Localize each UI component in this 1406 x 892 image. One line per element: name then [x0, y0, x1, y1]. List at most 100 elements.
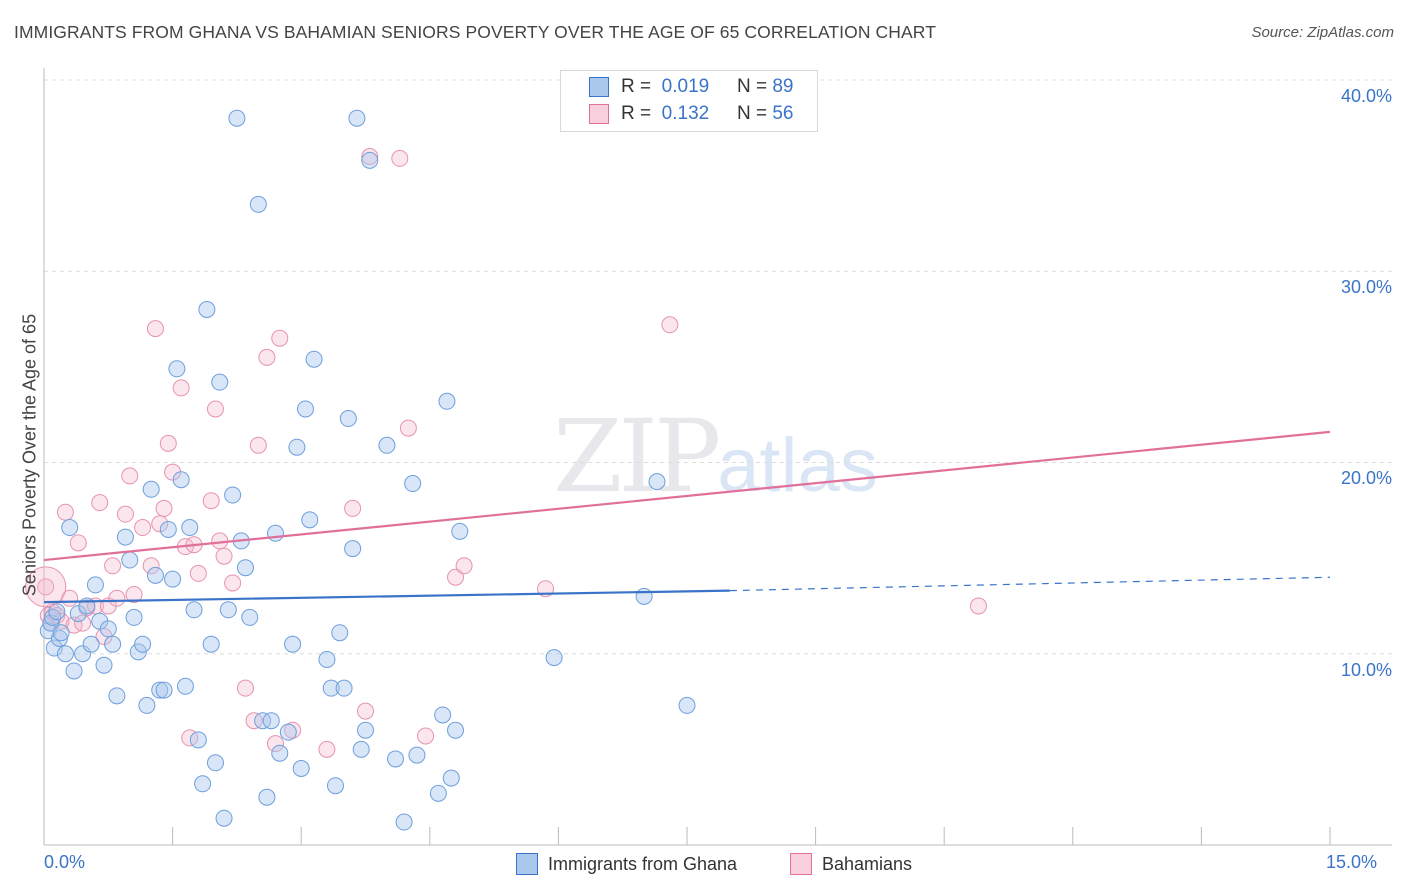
ghana-point [202, 635, 220, 653]
ghana-point [164, 570, 182, 588]
bottom-legend-ghana: Immigrants from Ghana [516, 851, 737, 877]
ghana-point [155, 681, 173, 699]
legend-n-label: N = [736, 76, 768, 97]
legend-r-value: 0.132 [661, 103, 710, 124]
bottom-legend-swatch-blue [516, 853, 538, 875]
y-axis-label: Seniors Poverty Over the Age of 65 [19, 313, 40, 597]
bottom-legend-bahamians: Bahamians [790, 851, 912, 877]
ghana-point [305, 350, 323, 368]
ghana-point [266, 524, 284, 542]
ghana-point [429, 784, 447, 802]
ghana-point [292, 760, 310, 777]
x-tick-label-min: 0.0% [44, 852, 86, 872]
bahamians-point [236, 679, 254, 697]
ghana-point [361, 151, 379, 169]
ghana-point [159, 520, 177, 538]
ghana-point [249, 195, 267, 213]
bahamians-point [344, 499, 362, 517]
bahamians-trend-line [43, 430, 1331, 562]
ghana-point [648, 473, 666, 491]
ghana-point [301, 511, 319, 529]
bahamians-point [357, 702, 374, 720]
ghana-point [146, 566, 164, 584]
bottom-legend-swatch-pink [790, 853, 812, 875]
ghana-point [129, 643, 147, 661]
ghana-point [284, 635, 302, 653]
ghana-point [258, 788, 276, 806]
ghana-point [352, 740, 370, 758]
ghana-point [168, 360, 186, 378]
ghana-point [172, 471, 190, 489]
bahamians-point [91, 494, 109, 512]
bahamians-point [121, 467, 139, 485]
legend-n-value: 89 [772, 76, 794, 97]
legend-n-value: 56 [772, 103, 794, 124]
bahamians-point [142, 557, 160, 575]
data-points [25, 109, 987, 831]
ghana-point [241, 608, 259, 626]
chart-title: IMMIGRANTS FROM GHANA VS BAHAMIAN SENIOR… [14, 22, 937, 42]
bahamians-point [172, 379, 190, 397]
ghana-point [116, 528, 134, 546]
ghana-point [185, 601, 203, 619]
ghana-point [56, 645, 74, 663]
bahamians-point [215, 547, 233, 565]
bahamians-point [455, 557, 473, 575]
ghana-point [434, 706, 452, 724]
ghana-point [65, 662, 83, 680]
bahamians-point [271, 329, 289, 347]
ghana-point [635, 587, 653, 605]
ghana-point [322, 679, 340, 697]
bahamians-point [245, 712, 263, 730]
ghana-point [387, 750, 405, 768]
ghana-point [262, 712, 280, 730]
ghana-point [279, 723, 297, 741]
ghana-point [318, 650, 336, 668]
bahamians-point [661, 316, 679, 334]
ghana-point [224, 486, 242, 504]
bahamians-point [318, 740, 336, 758]
bahamians-point [134, 519, 152, 537]
axes [43, 68, 1392, 846]
ghana-point [61, 519, 79, 537]
ghana-point [189, 731, 207, 749]
ghana-point [198, 301, 216, 318]
bottom-legend-label: Immigrants from Ghana [548, 853, 738, 874]
ghana-point [442, 769, 460, 787]
bahamians-point [69, 534, 87, 552]
bahamians-point [399, 419, 417, 437]
ghana-point [357, 721, 374, 739]
bahamians-point [969, 597, 987, 615]
correlation-legend: R = 0.019 N = 89 R = 0.132 N = 56 [560, 70, 818, 132]
ghana-point [545, 649, 563, 667]
bahamians-point [37, 578, 55, 596]
legend-r-label: R = [621, 103, 652, 124]
source-credit: Source: ZipAtlas.com [1251, 24, 1394, 41]
bahamians-point [361, 148, 379, 165]
ghana-point [176, 677, 194, 695]
bahamians-point [224, 574, 242, 592]
ghana-point [181, 519, 199, 537]
bahamians-point [125, 585, 143, 603]
legend-r-value: 0.019 [661, 76, 710, 97]
ghana-point [50, 629, 68, 647]
ghana-point [395, 813, 413, 831]
ghana-point [288, 438, 306, 456]
bahamians-point [155, 499, 173, 517]
ghana-point [404, 475, 422, 493]
ghana-point [331, 624, 349, 642]
ghana-point [228, 109, 246, 127]
ghana-point [194, 775, 212, 793]
bahamians-point [108, 589, 126, 607]
bahamians-point [206, 400, 224, 418]
ghana-point [125, 608, 143, 626]
ghana-point [254, 712, 272, 730]
bahamians-point [189, 564, 207, 582]
bahamians-point [202, 492, 220, 510]
bahamians-point [417, 727, 435, 745]
ghana-point [271, 744, 289, 762]
ghana-point [151, 681, 169, 699]
legend-swatch-pink [589, 104, 609, 124]
y-tick-label-10: 10.0% [1340, 660, 1392, 680]
bahamians-point [159, 434, 177, 452]
